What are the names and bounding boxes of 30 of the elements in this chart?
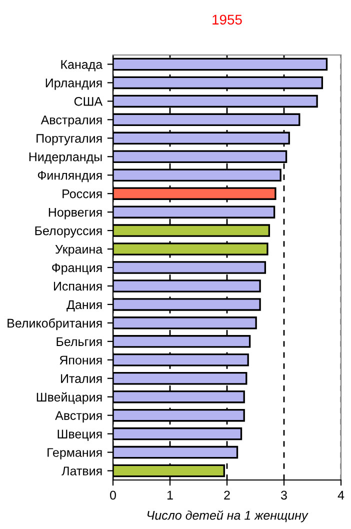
y-tick-label: Швейцария [36, 392, 102, 404]
y-tick-label: Австрия [55, 411, 102, 422]
x-tick-label: 1 [167, 490, 173, 500]
y-tick-label: США [74, 96, 103, 106]
y-tick-label: Великобритания [8, 318, 102, 330]
y-tick-label: Испания [54, 282, 102, 291]
y-tick-label: Ирландия [46, 78, 102, 90]
y-tick-label: Финляндия [38, 170, 102, 182]
y-tick-label: Дания [66, 300, 102, 312]
y-tick-label: Бельгия [56, 337, 102, 346]
y-tick-label: Австралия [40, 116, 102, 127]
y-tick-label: Латвия [62, 466, 102, 476]
y-tick-label: Норвегия [48, 208, 102, 220]
y-tick-label: Германия [48, 448, 102, 460]
x-tick-label: 0 [110, 490, 116, 500]
y-tick-label: Франция [52, 263, 102, 275]
y-tick-label: Япония [60, 356, 102, 365]
y-tick-label: Нидерланды [29, 152, 102, 164]
y-tick-label: Россия [62, 190, 102, 198]
y-tick-label: Украина [55, 244, 103, 256]
y-tick-label: Италия [61, 374, 102, 384]
x-tick-label: 2 [224, 490, 230, 500]
y-tick-label: Белоруссия [35, 226, 102, 238]
y-tick-label: Португалия [36, 134, 102, 146]
y-tick-label: Швеция [58, 430, 102, 441]
x-tick-label: 3 [281, 490, 287, 500]
x-axis-title: Число детей на 1 женщину [148, 510, 308, 522]
x-tick-label: 4 [338, 490, 344, 500]
chart-title: 1955 [212, 14, 242, 25]
y-tick-label: Канада [61, 60, 103, 72]
